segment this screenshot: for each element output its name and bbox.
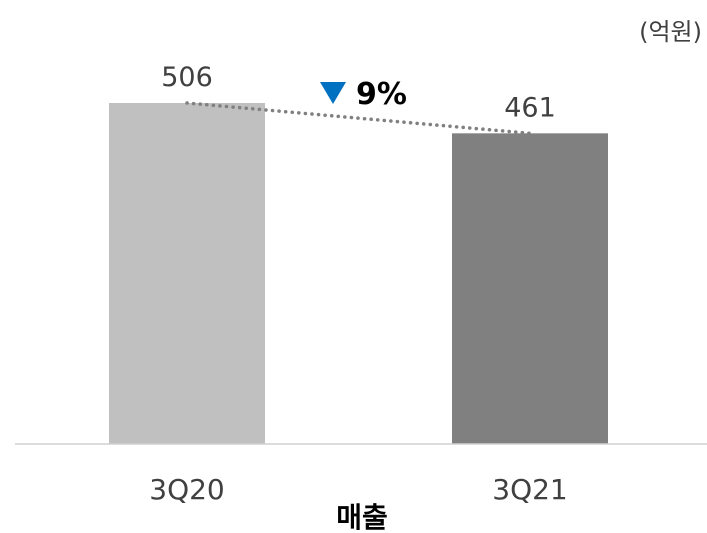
value-label-3Q20: 506 xyxy=(161,62,213,93)
bar-3Q20 xyxy=(109,103,265,444)
tick-label-3Q20: 3Q20 xyxy=(149,473,224,506)
unit-label: (억원) xyxy=(639,18,702,46)
trend-line xyxy=(185,101,532,136)
down-triangle-icon xyxy=(320,82,346,104)
change-percent-label: 9% xyxy=(356,77,407,112)
change-indicator: 9% xyxy=(320,77,407,112)
x-axis-title: 매출 xyxy=(336,501,388,533)
value-label-3Q21: 461 xyxy=(504,92,556,123)
bar-3Q21 xyxy=(452,133,608,444)
tick-label-3Q21: 3Q21 xyxy=(492,473,567,506)
